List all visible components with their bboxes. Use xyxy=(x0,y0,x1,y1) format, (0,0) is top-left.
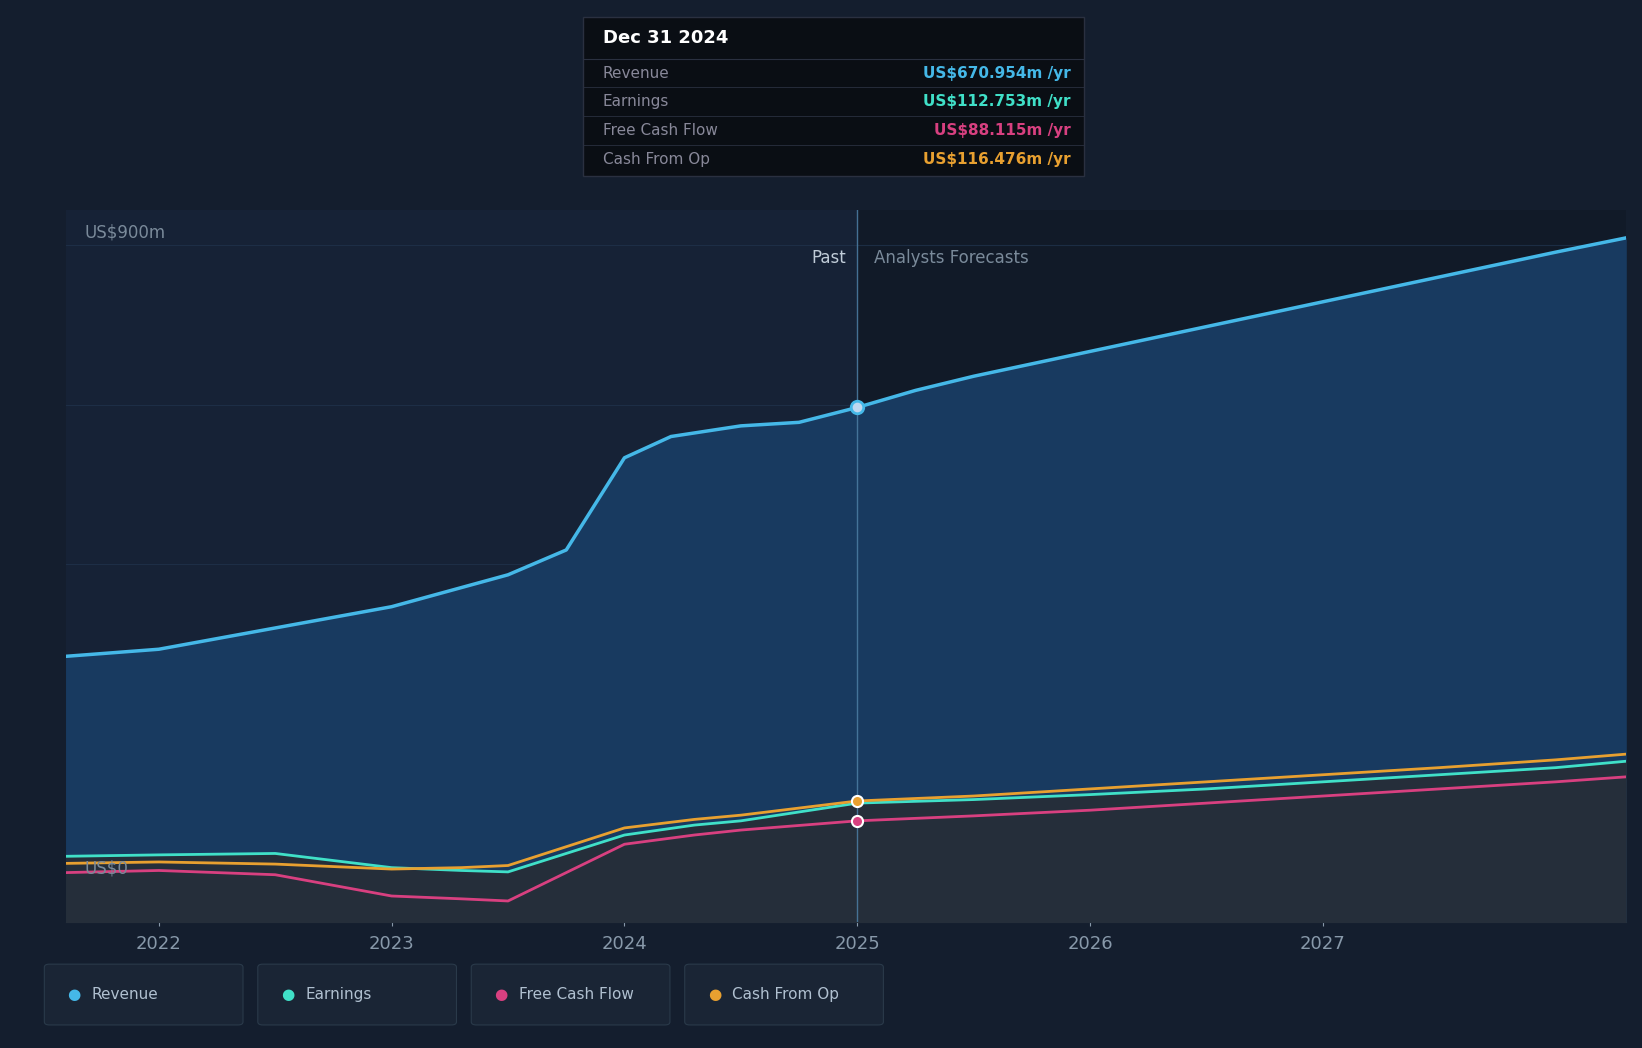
Text: Earnings: Earnings xyxy=(603,94,668,109)
Text: Revenue: Revenue xyxy=(92,987,159,1002)
Text: Free Cash Flow: Free Cash Flow xyxy=(603,124,718,138)
Text: Free Cash Flow: Free Cash Flow xyxy=(519,987,634,1002)
Text: ●: ● xyxy=(67,987,80,1002)
Text: Cash From Op: Cash From Op xyxy=(603,152,709,167)
Text: Revenue: Revenue xyxy=(603,66,670,81)
Text: US$116.476m /yr: US$116.476m /yr xyxy=(923,152,1071,167)
Text: ●: ● xyxy=(494,987,507,1002)
Text: Earnings: Earnings xyxy=(305,987,371,1002)
Text: Past: Past xyxy=(811,248,846,266)
Bar xyxy=(66,210,857,922)
Text: US$88.115m /yr: US$88.115m /yr xyxy=(934,124,1071,138)
Text: Dec 31 2024: Dec 31 2024 xyxy=(603,29,727,47)
Text: ●: ● xyxy=(281,987,294,1002)
Text: Analysts Forecasts: Analysts Forecasts xyxy=(874,248,1028,266)
Text: US$112.753m /yr: US$112.753m /yr xyxy=(923,94,1071,109)
Text: US$900m: US$900m xyxy=(84,223,166,241)
Text: US$0: US$0 xyxy=(84,859,128,877)
Text: US$670.954m /yr: US$670.954m /yr xyxy=(923,66,1071,81)
Text: Cash From Op: Cash From Op xyxy=(732,987,839,1002)
Text: ●: ● xyxy=(708,987,721,1002)
